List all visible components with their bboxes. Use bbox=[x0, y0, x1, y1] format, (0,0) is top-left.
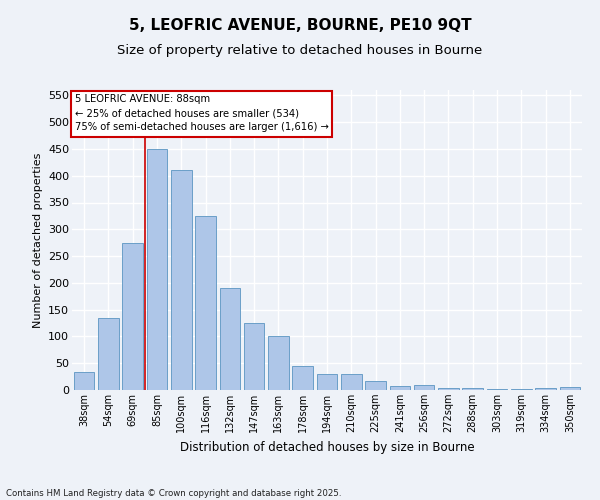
Bar bbox=[98, 318, 119, 390]
Text: 5, LEOFRIC AVENUE, BOURNE, PE10 9QT: 5, LEOFRIC AVENUE, BOURNE, PE10 9QT bbox=[128, 18, 472, 32]
Bar bbox=[268, 336, 289, 390]
Bar bbox=[365, 382, 386, 390]
X-axis label: Distribution of detached houses by size in Bourne: Distribution of detached houses by size … bbox=[179, 440, 475, 454]
Bar bbox=[341, 374, 362, 390]
Bar bbox=[414, 385, 434, 390]
Bar bbox=[195, 216, 216, 390]
Bar bbox=[438, 388, 459, 390]
Bar bbox=[74, 372, 94, 390]
Text: Contains HM Land Registry data © Crown copyright and database right 2025.: Contains HM Land Registry data © Crown c… bbox=[6, 488, 341, 498]
Bar bbox=[560, 387, 580, 390]
Bar bbox=[317, 374, 337, 390]
Text: 5 LEOFRIC AVENUE: 88sqm
← 25% of detached houses are smaller (534)
75% of semi-d: 5 LEOFRIC AVENUE: 88sqm ← 25% of detache… bbox=[74, 94, 328, 132]
Bar bbox=[171, 170, 191, 390]
Bar bbox=[122, 242, 143, 390]
Y-axis label: Number of detached properties: Number of detached properties bbox=[32, 152, 43, 328]
Bar bbox=[463, 388, 483, 390]
Bar bbox=[487, 389, 508, 390]
Bar bbox=[535, 388, 556, 390]
Bar bbox=[292, 366, 313, 390]
Bar bbox=[146, 149, 167, 390]
Bar bbox=[244, 323, 265, 390]
Text: Size of property relative to detached houses in Bourne: Size of property relative to detached ho… bbox=[118, 44, 482, 57]
Bar bbox=[389, 386, 410, 390]
Bar bbox=[220, 288, 240, 390]
